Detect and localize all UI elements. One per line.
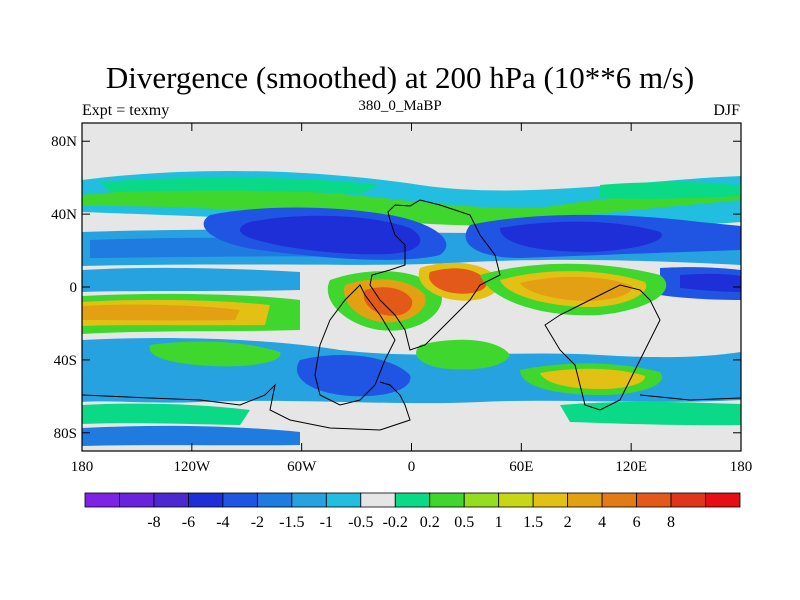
colorbar-swatch (188, 492, 224, 508)
colorbar-label: -2 (251, 514, 264, 531)
colorbar-label: 4 (598, 514, 606, 531)
colorbar-swatch (567, 492, 603, 508)
colorbar-label: 0.5 (454, 514, 474, 531)
colorbar-swatch (256, 492, 293, 508)
lon-tick-label: 120W (173, 459, 211, 475)
colorbar-label: -1 (320, 514, 333, 531)
lon-tick-label: 60W (287, 459, 317, 475)
lon-tick-label: 180 (730, 459, 753, 475)
colorbar-swatch (705, 492, 741, 508)
lat-tick-label: 0 (70, 280, 78, 296)
colorbar-swatch (291, 492, 327, 508)
colorbar-swatch (463, 492, 500, 508)
colorbar-swatch (84, 492, 120, 508)
colorbar: -8 -6 -4 -2 -1.5 -1 -0.5 -0.2 0.2 0.5 1 1.5 2 4 6 8 (84, 492, 741, 531)
lon-tick-label: 60E (509, 459, 533, 475)
coastlines (82, 199, 741, 431)
colorbar-label: -6 (182, 514, 195, 531)
experiment-label: Expt = texmy (82, 102, 170, 119)
colorbar-swatch (498, 492, 534, 508)
lon-tick-label: 120E (615, 459, 647, 475)
colorbar-label: -0.2 (383, 514, 408, 531)
colorbar-swatch (325, 492, 362, 508)
colorbar-swatch (636, 492, 672, 508)
colorbar-swatch (532, 492, 569, 508)
lon-tick-label: 180 (71, 459, 94, 475)
colorbar-label: 1 (495, 514, 503, 531)
colorbar-swatch (119, 492, 155, 508)
colorbar-label: -4 (216, 514, 229, 531)
map-field (82, 123, 741, 451)
colorbar-label: 6 (633, 514, 641, 531)
lat-tick-label: 40N (51, 207, 77, 223)
lat-tick-label: 80N (51, 134, 77, 150)
season-label: DJF (713, 102, 740, 119)
colorbar-swatch (394, 492, 431, 508)
colorbar-swatch (153, 492, 189, 508)
colorbar-label: 1.5 (523, 514, 543, 531)
colorbar-swatch (601, 492, 637, 508)
colorbar-label: -0.5 (348, 514, 373, 531)
colorbar-label: -8 (147, 514, 160, 531)
colorbar-label: 8 (667, 514, 675, 531)
colorbar-label: -1.5 (279, 514, 304, 531)
colorbar-label: 2 (564, 514, 572, 531)
colorbar-swatch (360, 492, 396, 508)
colorbar-swatch (670, 492, 706, 508)
colorbar-swatch (222, 492, 258, 508)
lat-tick-label: 80S (54, 426, 77, 442)
colorbar-swatch (429, 492, 465, 508)
map-subtitle: 380_0_MaBP (358, 98, 442, 114)
lon-tick-label: 0 (408, 459, 416, 475)
map-title: Divergence (smoothed) at 200 hPa (10**6 … (105, 60, 695, 95)
colorbar-label: 0.2 (420, 514, 440, 531)
axis-ticks: 80N 40N 0 40S 80S 180 120W 60W 0 60E 120E 180 (51, 123, 752, 475)
lat-tick-label: 40S (54, 353, 77, 369)
